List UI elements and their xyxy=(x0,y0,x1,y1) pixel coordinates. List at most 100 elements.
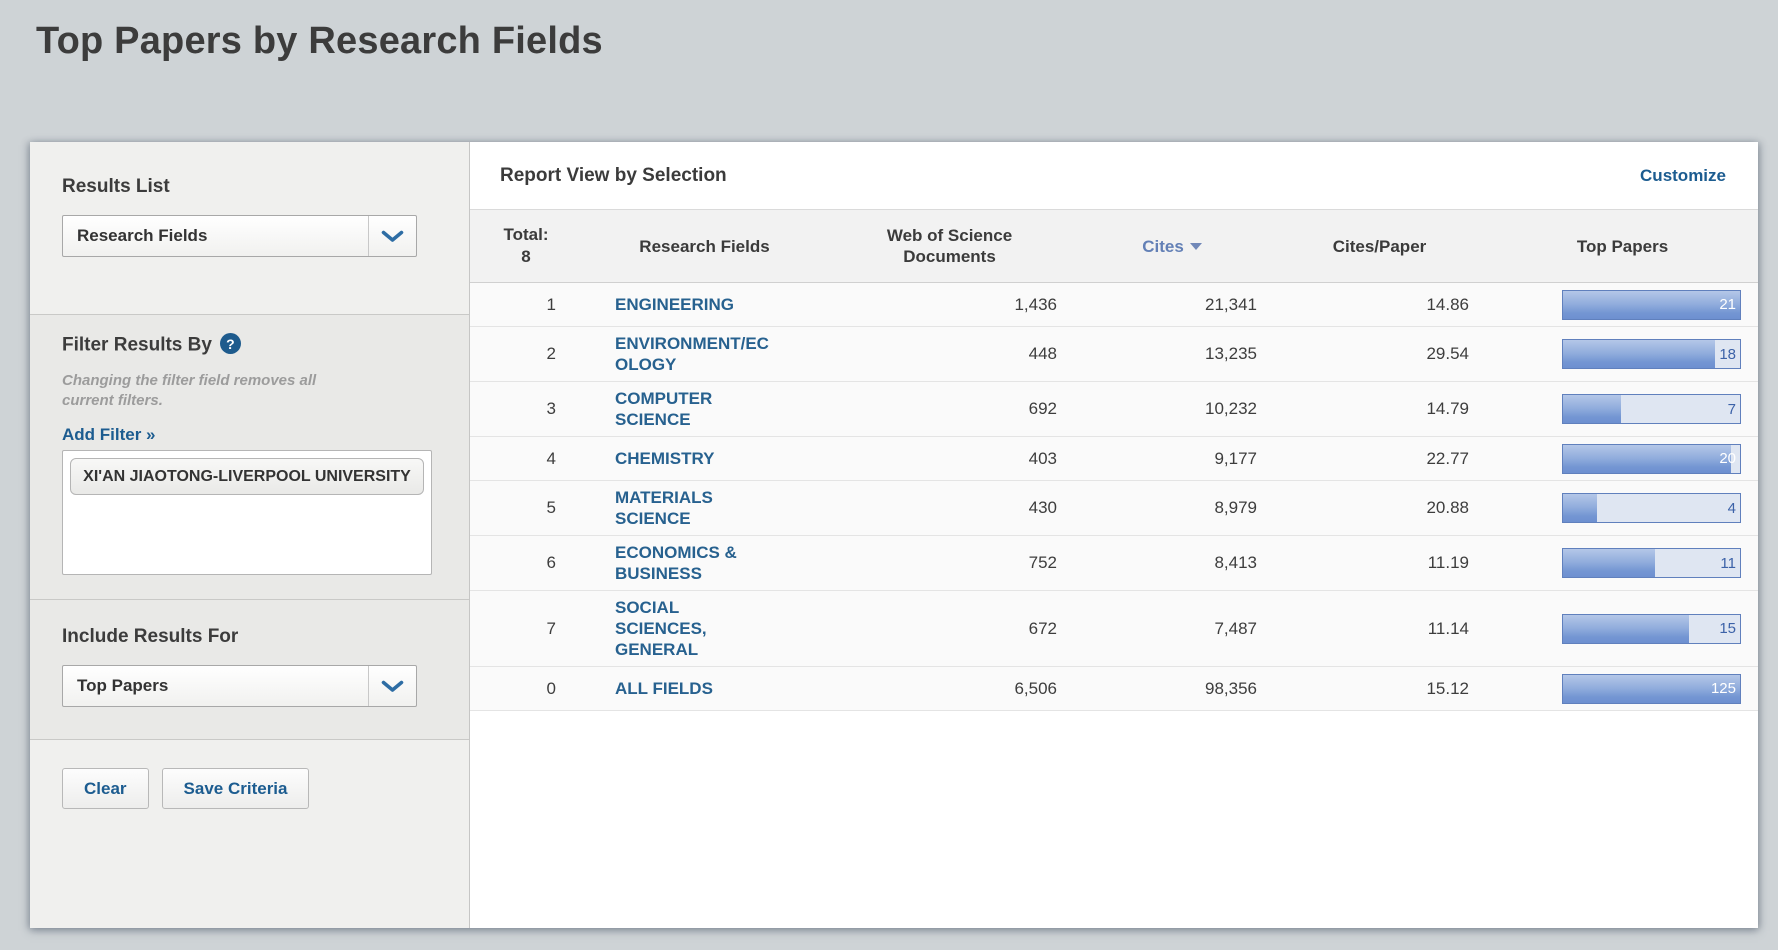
wos-documents-value: 403 xyxy=(1028,448,1057,468)
total-label: Total: xyxy=(503,225,549,244)
results-list-selected-value: Research Fields xyxy=(77,226,208,245)
add-filter-link[interactable]: Add Filter » xyxy=(62,424,156,444)
cites-per-paper-value: 11.14 xyxy=(1427,618,1469,638)
cites-value: 21,341 xyxy=(1205,294,1257,314)
include-results-heading: Include Results For xyxy=(62,626,239,647)
table-row: 6 ECONOMICS & BUSINESS 752 8,413 11.19 11 xyxy=(470,536,1758,591)
top-papers-bar: 21 xyxy=(1562,289,1741,320)
top-papers-bar-fill xyxy=(1563,614,1689,643)
cites-per-paper-value: 22.77 xyxy=(1426,448,1469,468)
top-papers-bar-fill xyxy=(1563,444,1732,473)
row-field-cell: ENGINEERING xyxy=(582,294,827,315)
cites-per-paper-value: 14.86 xyxy=(1426,294,1469,314)
wos-documents-value: 448 xyxy=(1028,344,1057,363)
row-rank-value: 7 xyxy=(546,618,556,638)
top-papers-value: 4 xyxy=(1727,499,1736,517)
save-criteria-button[interactable]: Save Criteria xyxy=(161,768,310,809)
row-field-cell: CHEMISTRY xyxy=(582,448,827,469)
research-field-link[interactable]: ECONOMICS & BUSINESS xyxy=(615,543,737,583)
column-header-wos-documents[interactable]: Web of Science Documents xyxy=(827,225,1072,267)
row-rank-value: 3 xyxy=(546,399,556,418)
cites-value: 7,487 xyxy=(1214,618,1257,638)
top-papers-value: 7 xyxy=(1727,400,1736,418)
row-field-cell: ALL FIELDS xyxy=(582,678,827,699)
report-view: Report View by Selection Customize Total… xyxy=(470,142,1758,928)
column-header-cites[interactable]: Cites xyxy=(1072,236,1272,257)
row-rank-value: 2 xyxy=(546,344,556,363)
row-field-cell: MATERIALS SCIENCE xyxy=(582,487,827,529)
research-field-link[interactable]: ENVIRONMENT/ECOLOGY xyxy=(615,334,769,374)
row-rank-value: 0 xyxy=(546,678,556,698)
table-header-row: Total: 8 Research Fields Web of Science … xyxy=(470,210,1758,283)
row-rank-value: 4 xyxy=(546,448,556,468)
include-results-section: Include Results For Top Papers xyxy=(30,600,469,740)
cites-per-paper-value: 11.19 xyxy=(1427,553,1469,572)
row-field-cell: SOCIAL SCIENCES, GENERAL xyxy=(582,597,827,660)
research-field-link[interactable]: CHEMISTRY xyxy=(615,449,715,468)
column-header-cites-per-paper[interactable]: Cites/Paper xyxy=(1332,236,1427,256)
cites-value: 8,413 xyxy=(1214,553,1257,572)
top-papers-cell: 15 xyxy=(1487,613,1758,644)
top-papers-value: 125 xyxy=(1710,680,1736,697)
cites-header-label: Cites xyxy=(1142,236,1184,256)
top-papers-value: 18 xyxy=(1719,345,1736,363)
filter-heading-label: Filter Results By xyxy=(62,334,212,356)
top-papers-bar-fill xyxy=(1563,340,1716,368)
cites-value: 13,235 xyxy=(1205,344,1257,363)
sidebar: Results List Research Fields Filter Resu… xyxy=(30,142,470,928)
clear-button[interactable]: Clear xyxy=(62,768,149,809)
row-field-cell: ECONOMICS & BUSINESS xyxy=(582,542,827,584)
top-papers-cell: 4 xyxy=(1487,493,1758,523)
wos-documents-value: 752 xyxy=(1028,553,1057,572)
total-value: 8 xyxy=(521,247,531,266)
sort-descending-icon xyxy=(1189,242,1202,250)
column-header-top-papers[interactable]: Top Papers xyxy=(1576,236,1669,256)
filter-listbox: XI'AN JIAOTONG-LIVERPOOL UNIVERSITY xyxy=(62,449,432,575)
top-papers-value: 21 xyxy=(1719,296,1736,313)
top-papers-bar-fill xyxy=(1563,494,1597,522)
row-rank-value: 1 xyxy=(546,294,556,314)
top-papers-value: 15 xyxy=(1719,620,1736,637)
wos-documents-value: 672 xyxy=(1028,618,1057,638)
top-papers-cell: 11 xyxy=(1487,548,1758,578)
wos-header-label: Web of Science Documents xyxy=(886,226,1013,266)
row-rank-value: 6 xyxy=(546,553,556,572)
column-header-research-fields[interactable]: Research Fields xyxy=(639,236,770,256)
wos-documents-value: 430 xyxy=(1028,498,1057,517)
total-count-header: Total: 8 xyxy=(470,224,582,268)
include-results-dropdown[interactable]: Top Papers xyxy=(62,665,417,707)
filter-note: Changing the filter field removes all cu… xyxy=(62,371,317,409)
table-row: 3 COMPUTER SCIENCE 692 10,232 14.79 7 xyxy=(470,382,1758,437)
filter-section: Filter Results By? Changing the filter f… xyxy=(30,315,469,600)
research-field-link[interactable]: COMPUTER SCIENCE xyxy=(615,389,713,429)
top-papers-bar-fill xyxy=(1563,395,1622,423)
top-papers-bar-fill xyxy=(1563,674,1740,703)
table-row: 4 CHEMISTRY 403 9,177 22.77 20 xyxy=(470,437,1758,481)
customize-link[interactable]: Customize xyxy=(1640,165,1726,185)
wos-documents-value: 692 xyxy=(1028,399,1057,418)
top-papers-bar-fill xyxy=(1563,549,1656,577)
content-panel: Results List Research Fields Filter Resu… xyxy=(30,142,1758,928)
cites-per-paper-value: 20.88 xyxy=(1426,498,1469,517)
top-papers-cell: 7 xyxy=(1487,394,1758,424)
research-field-link[interactable]: MATERIALS SCIENCE xyxy=(615,488,713,528)
table-row: 5 MATERIALS SCIENCE 430 8,979 20.88 4 xyxy=(470,481,1758,536)
cites-value: 9,177 xyxy=(1214,448,1257,468)
top-papers-bar-fill xyxy=(1563,290,1740,319)
sidebar-actions-section: Clear Save Criteria xyxy=(30,740,469,928)
research-field-link[interactable]: SOCIAL SCIENCES, GENERAL xyxy=(615,598,707,659)
results-list-heading: Results List xyxy=(62,176,170,197)
chevron-down-icon xyxy=(368,666,416,706)
top-papers-bar: 20 xyxy=(1562,443,1741,474)
row-rank-value: 5 xyxy=(546,498,556,517)
research-field-link[interactable]: ENGINEERING xyxy=(615,295,735,314)
include-results-selected-value: Top Papers xyxy=(77,676,169,695)
top-papers-value: 20 xyxy=(1719,450,1736,467)
filter-chip[interactable]: XI'AN JIAOTONG-LIVERPOOL UNIVERSITY xyxy=(70,457,424,495)
top-papers-cell: 20 xyxy=(1487,443,1758,474)
results-list-dropdown[interactable]: Research Fields xyxy=(62,215,417,257)
wos-documents-value: 6,506 xyxy=(1014,678,1057,698)
report-title: Report View by Selection xyxy=(500,164,727,186)
help-icon[interactable]: ? xyxy=(219,333,241,354)
research-field-link[interactable]: ALL FIELDS xyxy=(615,679,713,698)
